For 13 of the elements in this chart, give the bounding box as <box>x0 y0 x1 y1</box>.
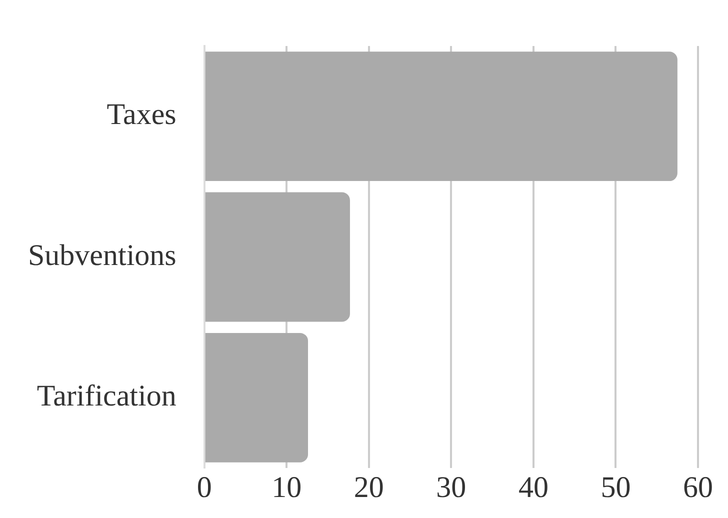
x-tick-label: 0 <box>196 470 212 504</box>
bar <box>205 52 678 182</box>
x-tick-label: 50 <box>600 470 631 504</box>
x-tick-label: 10 <box>272 470 302 504</box>
y-tick-label: Tarification <box>36 380 176 413</box>
y-tick-label: Subventions <box>28 238 176 272</box>
x-tick-label: 30 <box>436 470 466 504</box>
x-tick-label: 20 <box>354 470 384 504</box>
x-tick-label: 60 <box>683 470 713 504</box>
bar <box>205 332 308 462</box>
bar <box>205 192 350 322</box>
x-tick-label: 40 <box>518 470 548 504</box>
y-tick-label: Taxes <box>106 98 176 132</box>
